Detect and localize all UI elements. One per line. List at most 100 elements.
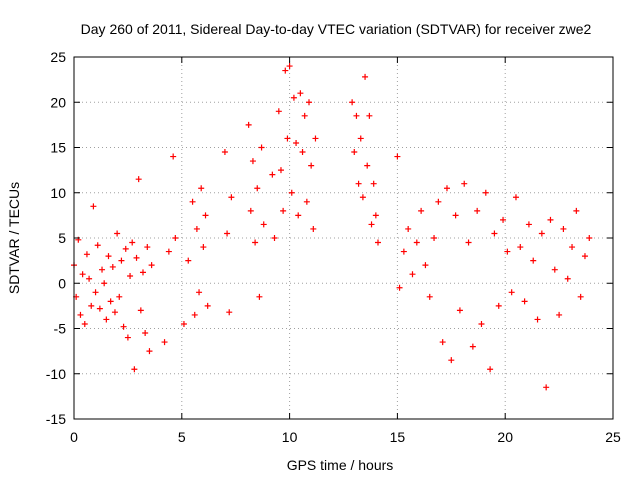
data-point: [139, 269, 146, 276]
data-point: [299, 149, 306, 156]
data-point: [370, 180, 377, 187]
data-point: [280, 207, 287, 214]
y-tick-label: 0: [58, 275, 66, 291]
data-point: [88, 302, 95, 309]
data-point: [81, 320, 88, 327]
data-point: [135, 176, 142, 183]
data-point: [310, 225, 317, 232]
data-point: [351, 149, 358, 156]
data-point: [92, 289, 99, 296]
data-point: [495, 302, 502, 309]
data-point: [107, 298, 114, 305]
data-point: [577, 293, 584, 300]
data-point: [512, 194, 519, 201]
data-point: [409, 271, 416, 278]
data-point: [105, 253, 112, 260]
data-point: [525, 221, 532, 228]
data-point: [366, 112, 373, 119]
data-point: [508, 289, 515, 296]
x-tick-label: 0: [70, 429, 78, 445]
data-point: [120, 323, 127, 330]
data-point: [189, 198, 196, 205]
data-point: [99, 266, 106, 273]
data-point: [172, 235, 179, 241]
data-point: [165, 248, 172, 255]
x-tick-label: 5: [178, 429, 186, 445]
data-point: [94, 242, 101, 249]
data-point: [142, 330, 149, 337]
data-point: [127, 273, 134, 280]
data-point: [228, 194, 235, 201]
data-point: [543, 384, 550, 391]
data-point: [452, 212, 459, 219]
data-point: [258, 144, 265, 151]
data-point: [185, 257, 192, 264]
data-point: [252, 239, 259, 246]
data-point: [368, 221, 375, 228]
x-tick-label: 15: [390, 429, 406, 445]
data-point: [249, 158, 256, 165]
data-point: [312, 135, 319, 142]
data-point: [478, 320, 485, 327]
data-point: [290, 94, 297, 101]
data-point: [439, 339, 446, 346]
data-point: [396, 284, 403, 291]
data-point: [564, 275, 571, 282]
data-point: [271, 235, 278, 241]
data-point: [456, 307, 463, 314]
data-point: [357, 135, 364, 142]
data-point: [133, 254, 140, 261]
data-point: [482, 189, 489, 196]
data-point: [521, 298, 528, 305]
data-point: [198, 185, 205, 192]
x-tick-label: 25: [605, 429, 621, 445]
data-point: [448, 357, 455, 364]
data-point: [581, 253, 588, 260]
x-tick-label: 20: [497, 429, 513, 445]
data-point: [487, 366, 494, 373]
data-point: [349, 99, 356, 106]
data-point: [359, 194, 366, 201]
y-tick-label: 25: [50, 49, 66, 65]
data-point: [364, 162, 371, 169]
data-point: [282, 67, 289, 74]
y-tick-label: -10: [46, 366, 66, 382]
data-point: [256, 293, 263, 300]
data-point: [413, 239, 420, 246]
chart-title: Day 260 of 2011, Sidereal Day-to-day VTE…: [81, 21, 592, 37]
data-point: [394, 153, 401, 160]
data-point: [146, 348, 153, 355]
data-point: [461, 180, 468, 187]
data-point: [474, 207, 481, 214]
data-point: [303, 198, 310, 205]
data-point: [269, 171, 276, 178]
y-tick-label: 5: [58, 230, 66, 246]
data-point: [286, 63, 293, 70]
y-tick-label: 10: [50, 185, 66, 201]
data-point: [551, 266, 558, 273]
data-point: [103, 316, 110, 323]
data-point: [118, 257, 125, 264]
data-point: [245, 121, 252, 128]
data-point: [277, 167, 284, 174]
data-point: [426, 293, 433, 300]
data-point: [372, 212, 379, 219]
data-point: [569, 244, 576, 251]
data-point: [221, 149, 228, 156]
axis-layer: -15 -10 -5 0 5 10 15 20 25 0 5 10 15 20 25: [46, 49, 621, 445]
data-point: [435, 198, 442, 205]
data-point: [469, 343, 476, 350]
data-point: [297, 90, 304, 97]
data-point: [200, 244, 207, 251]
data-point: [560, 225, 567, 232]
data-point: [191, 311, 198, 318]
data-point: [122, 245, 129, 252]
data-point: [170, 153, 177, 160]
data-point: [180, 320, 187, 327]
data-point: [204, 302, 211, 309]
y-tick-label: 15: [50, 140, 66, 156]
data-layer: [71, 63, 593, 391]
data-point: [431, 235, 438, 241]
data-point: [293, 139, 300, 146]
